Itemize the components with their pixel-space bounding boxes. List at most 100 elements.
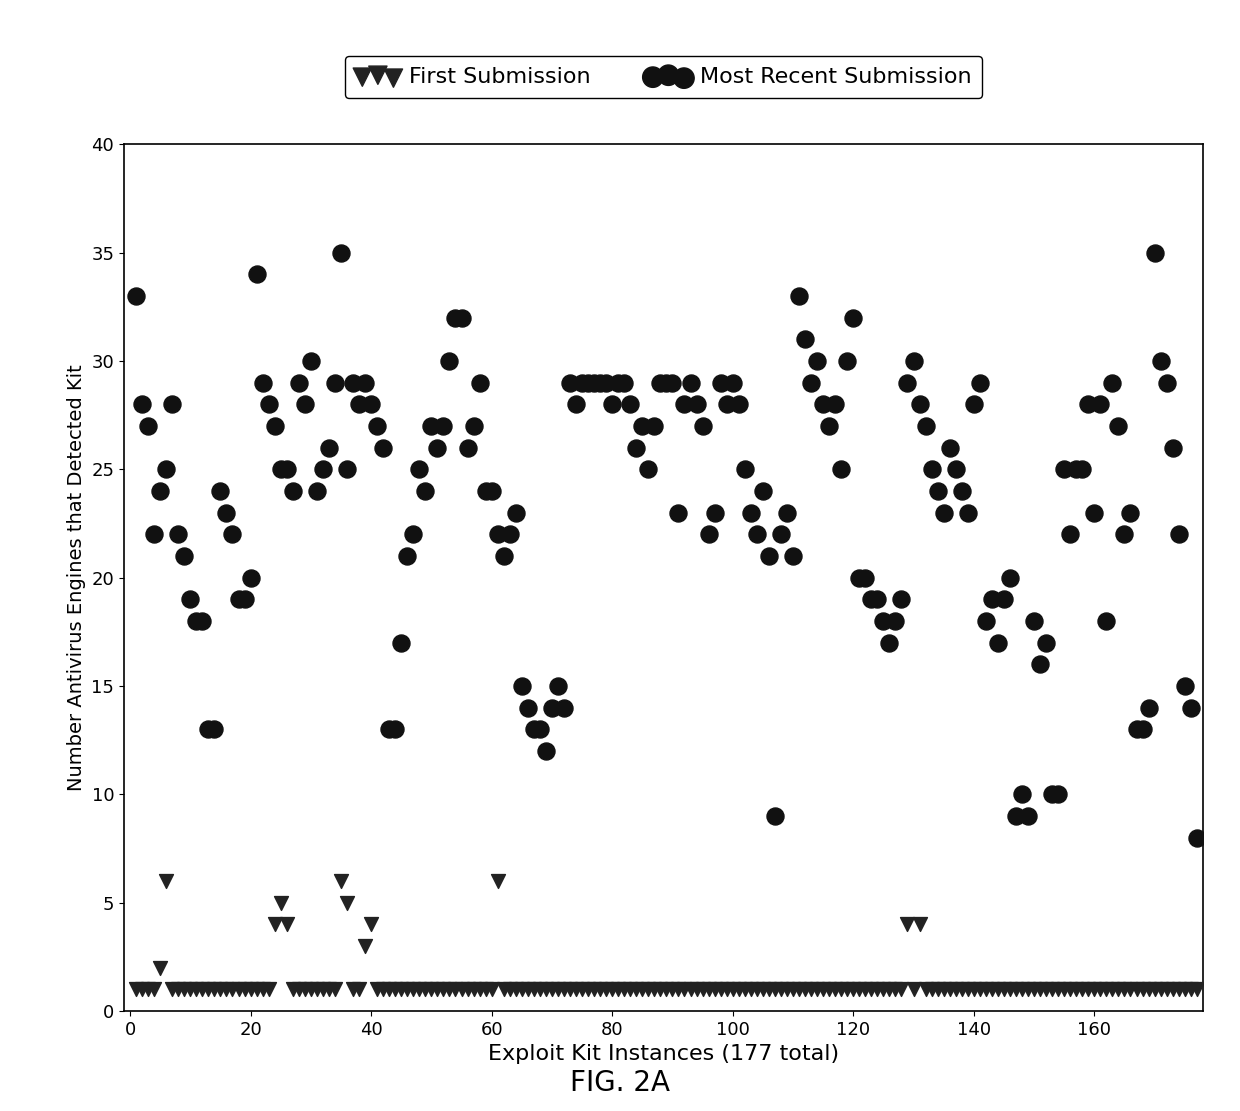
Point bbox=[771, 981, 791, 998]
Point bbox=[970, 373, 990, 391]
Point bbox=[765, 981, 785, 998]
Point bbox=[856, 569, 875, 587]
Point bbox=[451, 309, 471, 327]
Point bbox=[476, 981, 496, 998]
Point bbox=[614, 373, 634, 391]
Point bbox=[138, 981, 157, 998]
Point bbox=[826, 396, 846, 413]
Point bbox=[355, 938, 374, 955]
Point bbox=[265, 915, 285, 933]
Point bbox=[940, 439, 960, 457]
Point bbox=[247, 981, 267, 998]
Point bbox=[1102, 981, 1122, 998]
Point bbox=[1085, 981, 1105, 998]
Point bbox=[639, 460, 658, 478]
Point bbox=[963, 396, 983, 413]
Point bbox=[175, 981, 195, 998]
Point bbox=[609, 981, 629, 998]
Point bbox=[596, 981, 616, 998]
Point bbox=[554, 699, 574, 717]
Point bbox=[1090, 396, 1110, 413]
Point bbox=[1037, 981, 1056, 998]
Text: FIG. 2A: FIG. 2A bbox=[570, 1069, 670, 1098]
Point bbox=[205, 720, 224, 738]
Point bbox=[1073, 460, 1092, 478]
Point bbox=[548, 677, 568, 695]
Point bbox=[1066, 981, 1086, 998]
Point bbox=[915, 981, 935, 998]
Point bbox=[782, 981, 802, 998]
Point bbox=[1042, 981, 1061, 998]
Point bbox=[150, 482, 170, 500]
Point bbox=[862, 590, 882, 608]
Point bbox=[343, 981, 363, 998]
Point bbox=[904, 981, 924, 998]
Point bbox=[651, 373, 671, 391]
Point bbox=[192, 612, 212, 630]
Point bbox=[820, 417, 839, 434]
Point bbox=[180, 590, 200, 608]
Point bbox=[820, 981, 839, 998]
Point bbox=[831, 981, 851, 998]
Point bbox=[572, 373, 591, 391]
Point bbox=[704, 981, 724, 998]
Point bbox=[319, 981, 339, 998]
Point bbox=[270, 893, 290, 911]
Point bbox=[560, 373, 580, 391]
Point bbox=[898, 915, 918, 933]
Point bbox=[584, 373, 604, 391]
Point bbox=[952, 981, 972, 998]
Point bbox=[862, 981, 882, 998]
Point bbox=[777, 981, 797, 998]
Point bbox=[693, 981, 713, 998]
Point bbox=[843, 981, 863, 998]
Point bbox=[687, 981, 707, 998]
Point bbox=[126, 287, 146, 304]
Point bbox=[567, 396, 587, 413]
Point bbox=[843, 309, 863, 327]
Point bbox=[144, 526, 164, 543]
Point bbox=[921, 981, 941, 998]
Point bbox=[1169, 526, 1189, 543]
Point bbox=[681, 373, 701, 391]
Point bbox=[361, 915, 381, 933]
Point bbox=[422, 417, 441, 434]
Point bbox=[849, 569, 869, 587]
Point bbox=[1006, 981, 1025, 998]
Point bbox=[198, 720, 218, 738]
Point bbox=[265, 417, 285, 434]
Point bbox=[458, 439, 477, 457]
Point bbox=[350, 396, 370, 413]
Point bbox=[133, 981, 153, 998]
Point bbox=[578, 373, 598, 391]
Point bbox=[325, 981, 345, 998]
Point bbox=[1096, 981, 1116, 998]
Point bbox=[1138, 699, 1158, 717]
Point bbox=[873, 981, 893, 998]
Point bbox=[1163, 439, 1183, 457]
Point bbox=[397, 547, 417, 564]
Point bbox=[662, 981, 682, 998]
Point bbox=[169, 981, 188, 998]
Point bbox=[331, 243, 351, 261]
Point bbox=[350, 981, 370, 998]
Point bbox=[675, 396, 694, 413]
Point bbox=[698, 981, 718, 998]
Point bbox=[626, 439, 646, 457]
Point bbox=[548, 981, 568, 998]
Point bbox=[813, 396, 833, 413]
Point bbox=[675, 981, 694, 998]
Point bbox=[904, 352, 924, 370]
Point bbox=[434, 981, 454, 998]
Point bbox=[910, 396, 930, 413]
Point bbox=[620, 981, 640, 998]
Point bbox=[428, 439, 448, 457]
Point bbox=[795, 981, 815, 998]
Point bbox=[1090, 981, 1110, 998]
Point bbox=[1157, 981, 1177, 998]
Point bbox=[1115, 526, 1135, 543]
Point bbox=[156, 872, 176, 890]
Point bbox=[536, 742, 556, 760]
Point bbox=[668, 981, 688, 998]
Point bbox=[1151, 981, 1171, 998]
